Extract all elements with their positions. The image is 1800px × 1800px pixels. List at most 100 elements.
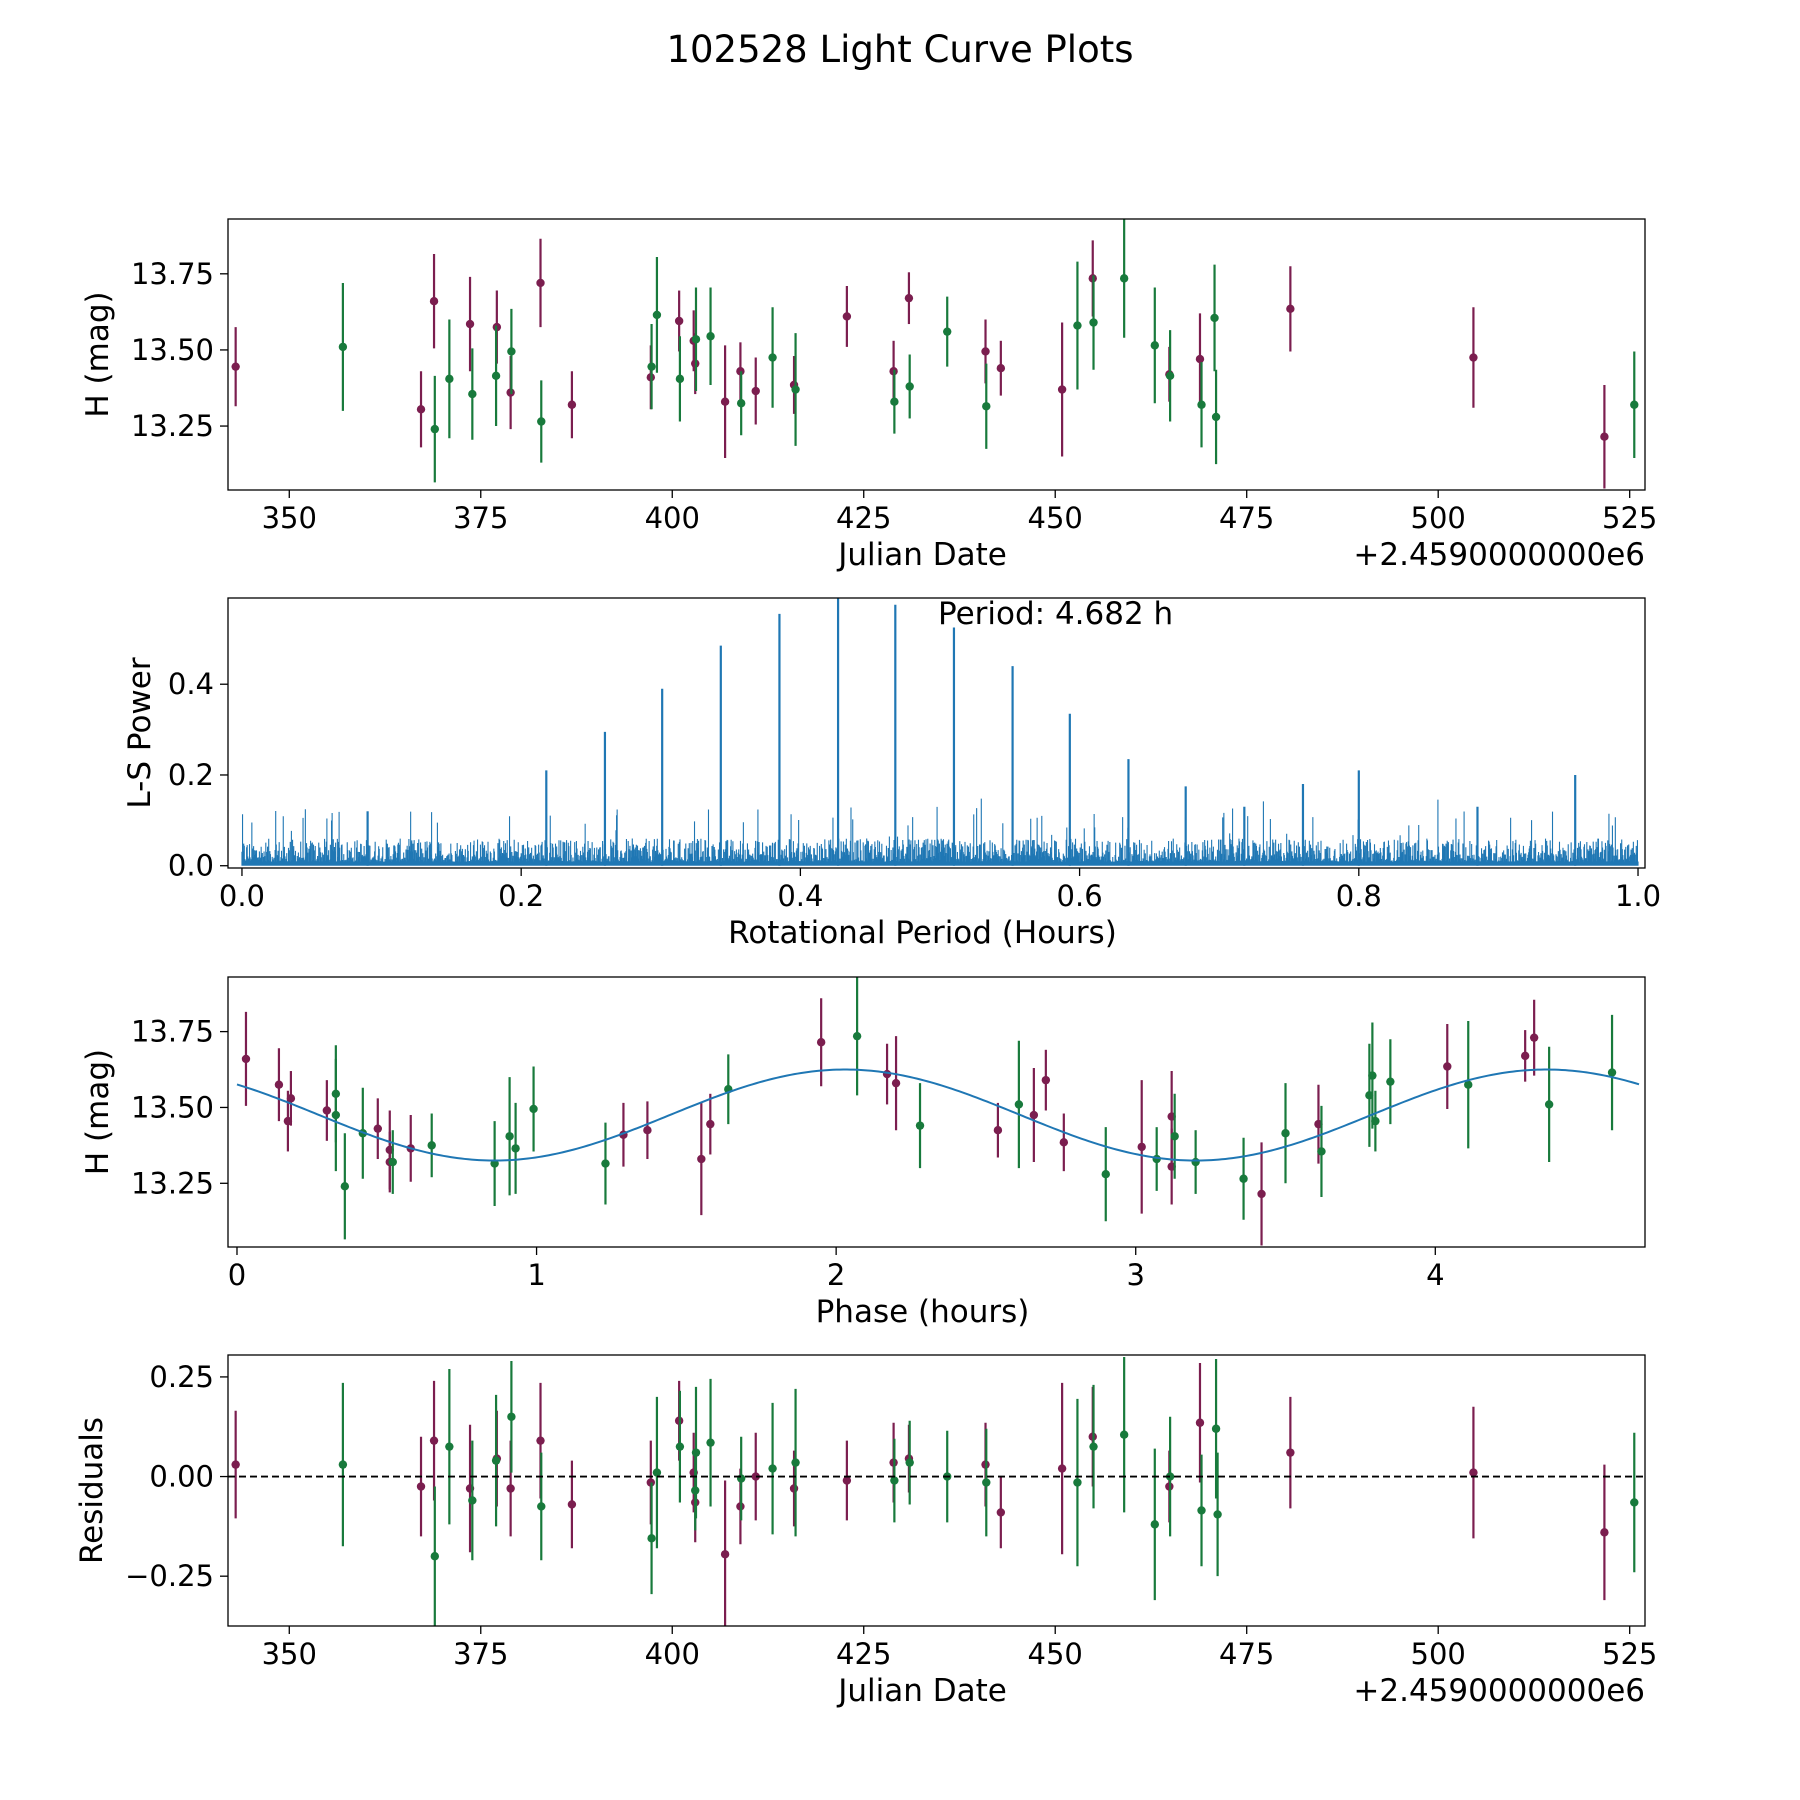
data-point-green bbox=[338, 282, 348, 411]
data-point-green bbox=[507, 1360, 516, 1473]
data-point-red bbox=[751, 357, 760, 425]
data-point-green bbox=[982, 363, 991, 449]
data-marker bbox=[1464, 1080, 1473, 1089]
data-point-red bbox=[1195, 1362, 1205, 1483]
data-point-green bbox=[430, 1486, 440, 1626]
data-marker bbox=[993, 1126, 1003, 1135]
data-point-green bbox=[647, 1482, 656, 1595]
data-point-red bbox=[241, 1011, 251, 1106]
data-marker bbox=[1195, 1418, 1205, 1427]
data-point-green bbox=[852, 977, 862, 1096]
data-marker bbox=[537, 1502, 546, 1511]
data-marker bbox=[904, 293, 914, 303]
periodogram-layer bbox=[241, 598, 1639, 866]
data-marker bbox=[286, 1094, 296, 1103]
data-marker bbox=[1119, 1430, 1129, 1439]
data-marker bbox=[647, 1534, 656, 1543]
data-layer bbox=[241, 977, 1617, 1246]
data-point-red bbox=[286, 1071, 296, 1126]
data-point-red bbox=[429, 1380, 439, 1501]
data-point-red bbox=[429, 254, 439, 349]
x-tick-label: 4 bbox=[1426, 1258, 1444, 1292]
x-tick-label: 400 bbox=[645, 501, 700, 535]
axes-frame bbox=[227, 218, 1646, 491]
data-point-green bbox=[507, 308, 516, 395]
data-point-green bbox=[1239, 1137, 1248, 1220]
data-point-red bbox=[643, 1101, 652, 1160]
y-tick-label: 0.25 bbox=[149, 1360, 214, 1394]
x-axis-label: Phase (hours) bbox=[816, 1294, 1030, 1330]
data-point-green bbox=[736, 371, 746, 436]
data-marker bbox=[691, 335, 701, 344]
data-point-green bbox=[1150, 287, 1159, 404]
data-marker bbox=[536, 1436, 545, 1445]
data-marker bbox=[491, 371, 501, 381]
data-marker bbox=[1386, 1077, 1395, 1086]
data-marker bbox=[1101, 1169, 1110, 1179]
data-marker bbox=[1600, 432, 1609, 441]
data-point-green bbox=[511, 1102, 520, 1194]
data-point-green bbox=[1211, 1358, 1221, 1499]
data-marker bbox=[842, 312, 852, 321]
light-curve-panel: 350 375 400 425 450 475 500 525 13.25 13.50 13.75 J… bbox=[80, 218, 1657, 573]
data-point-green bbox=[647, 324, 656, 410]
axes-frame bbox=[227, 597, 1646, 869]
data-marker bbox=[1119, 274, 1129, 283]
x-tick-label: 1 bbox=[527, 1258, 545, 1292]
data-marker bbox=[647, 362, 656, 371]
x-offset-text: +2.4590000000e6 bbox=[1353, 1673, 1645, 1709]
data-point-red bbox=[231, 327, 240, 407]
data-point-red bbox=[1137, 1080, 1146, 1214]
data-marker bbox=[416, 1482, 426, 1491]
data-layer bbox=[231, 1356, 1639, 1626]
x-tick-label: 1.0 bbox=[1615, 879, 1661, 913]
data-point-green bbox=[1119, 1356, 1129, 1513]
data-point-green bbox=[468, 1440, 477, 1561]
data-point-green bbox=[537, 1452, 546, 1561]
y-tick-label: 0.2 bbox=[168, 758, 214, 792]
x-tick-label: 0.2 bbox=[498, 879, 544, 913]
data-marker bbox=[852, 1031, 862, 1041]
data-marker bbox=[340, 1182, 350, 1191]
data-marker bbox=[567, 1500, 577, 1509]
figure-title: 102528 Light Curve Plots bbox=[666, 28, 1134, 71]
data-marker bbox=[996, 364, 1006, 373]
data-point-red bbox=[1057, 1382, 1067, 1555]
data-point-red bbox=[1469, 307, 1478, 408]
data-marker bbox=[1286, 304, 1295, 314]
data-marker bbox=[506, 1484, 515, 1493]
data-point-green bbox=[445, 1368, 454, 1525]
data-point-green bbox=[468, 348, 477, 440]
data-point-green bbox=[1464, 1020, 1473, 1149]
x-tick-label: 350 bbox=[262, 501, 317, 535]
x-tick-label: 500 bbox=[1411, 501, 1466, 535]
data-point-red bbox=[1600, 1464, 1609, 1601]
data-marker bbox=[1630, 1498, 1639, 1507]
data-point-red bbox=[274, 1048, 284, 1122]
data-point-red bbox=[706, 1093, 715, 1155]
x-tick-label: 2 bbox=[827, 1258, 845, 1292]
data-marker bbox=[1211, 412, 1221, 422]
data-point-green bbox=[1197, 362, 1206, 448]
x-tick-label: 375 bbox=[453, 1637, 508, 1671]
data-point-green bbox=[675, 1390, 685, 1503]
data-point-red bbox=[1600, 384, 1609, 489]
data-marker bbox=[1089, 1442, 1098, 1451]
data-point-green bbox=[1089, 1384, 1098, 1509]
data-point-green bbox=[1089, 275, 1098, 370]
x-tick-label: 525 bbox=[1602, 501, 1657, 535]
data-marker bbox=[1630, 400, 1639, 409]
data-marker bbox=[1600, 1528, 1609, 1537]
data-marker bbox=[706, 332, 715, 341]
x-offset-text: +2.4590000000e6 bbox=[1353, 537, 1645, 573]
data-marker bbox=[429, 297, 439, 306]
power-spectrum-noise bbox=[241, 798, 1639, 866]
data-point-red bbox=[231, 1410, 240, 1519]
y-tick-label: −0.25 bbox=[125, 1559, 214, 1593]
data-marker bbox=[736, 399, 746, 408]
x-tick-label: 450 bbox=[1028, 1637, 1083, 1671]
data-marker bbox=[891, 1078, 901, 1088]
data-marker bbox=[1057, 385, 1067, 394]
x-tick-label: 0.4 bbox=[777, 879, 823, 913]
data-point-green bbox=[338, 1382, 348, 1547]
